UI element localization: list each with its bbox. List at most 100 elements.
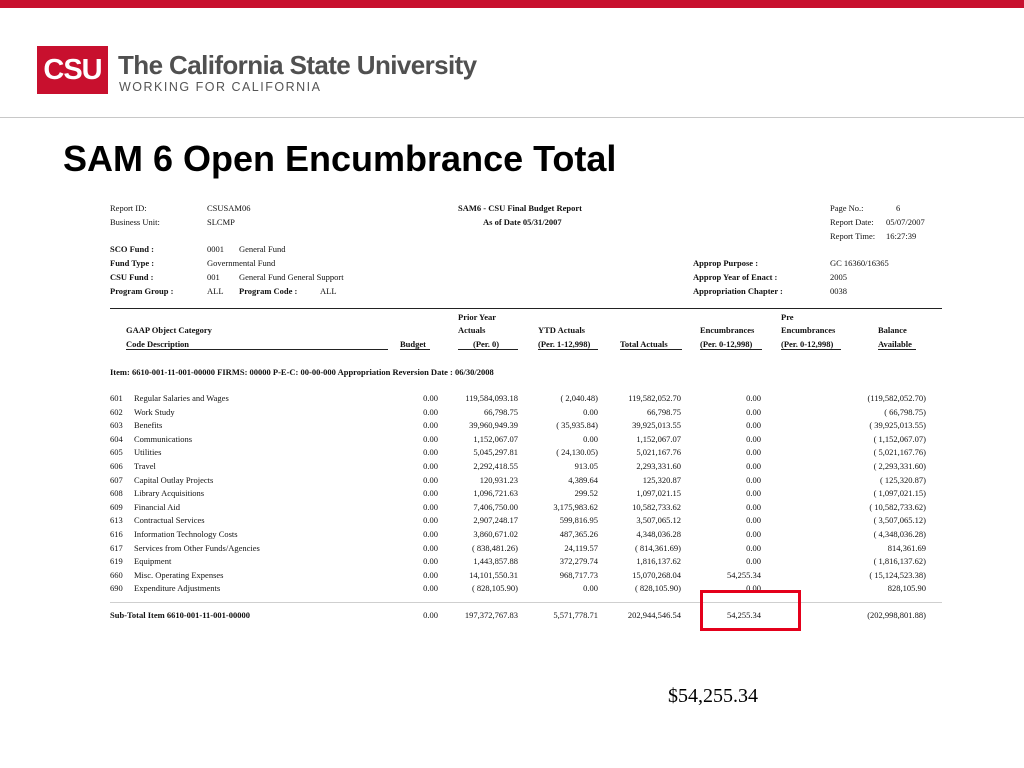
row-prior-year: 1,152,067.07 (473, 434, 518, 444)
row-encumbrances: 0.00 (746, 543, 761, 553)
business-unit-value: SLCMP (207, 217, 235, 227)
row-ytd-actuals: 487,365.26 (559, 529, 598, 539)
row-budget: 0.00 (423, 502, 438, 512)
row-encumbrances: 0.00 (746, 407, 761, 417)
subtotal-label: Sub-Total Item 6610-001-11-001-00000 (110, 610, 250, 620)
column-header-top-rule (110, 308, 942, 309)
row-code: 601 (110, 393, 123, 403)
row-encumbrances: 0.00 (746, 515, 761, 525)
university-name: The California State University (118, 50, 477, 80)
header-underline (620, 349, 682, 350)
row-prior-year: ( 838,481.26) (471, 543, 518, 553)
row-ytd-actuals: 299.52 (574, 488, 598, 498)
row-description: Expenditure Adjustments (134, 583, 221, 593)
row-code: 606 (110, 461, 123, 471)
col-available: Available (878, 339, 912, 349)
row-budget: 0.00 (423, 447, 438, 457)
row-prior-year: 5,045,297.81 (473, 447, 518, 457)
row-prior-year: 120,931.23 (479, 475, 518, 485)
row-total-actuals: 15,070,268.04 (632, 570, 681, 580)
row-encumbrances: 0.00 (746, 420, 761, 430)
row-total-actuals: 39,925,013.55 (632, 420, 681, 430)
row-encumbrances: 0.00 (746, 447, 761, 457)
fund-type-label: Fund Type : (110, 258, 155, 268)
row-balance: ( 66,798.75) (884, 407, 926, 417)
row-balance: ( 5,021,167.76) (873, 447, 926, 457)
row-encumbrances: 0.00 (746, 488, 761, 498)
row-total-actuals: 4,348,036.28 (636, 529, 681, 539)
row-budget: 0.00 (423, 407, 438, 417)
row-prior-year: 66,798.75 (484, 407, 518, 417)
col-pre-encumbrances: Encumbrances (781, 325, 836, 335)
row-description: Utilities (134, 447, 162, 457)
subtotal-prior-year: 197,372,767.83 (464, 610, 518, 620)
row-description: Work Study (134, 407, 175, 417)
row-encumbrances: 0.00 (746, 434, 761, 444)
item-line: Item: 6610-001-11-001-00000 FIRMS: 00000… (110, 367, 494, 377)
subtotal-encumbrances: 54,255.34 (727, 610, 761, 620)
row-balance: ( 1,152,067.07) (873, 434, 926, 444)
row-description: Services from Other Funds/Agencies (134, 543, 260, 553)
row-budget: 0.00 (423, 475, 438, 485)
row-code: 619 (110, 556, 123, 566)
program-group-label: Program Group : (110, 286, 174, 296)
row-encumbrances: 0.00 (746, 502, 761, 512)
row-encumbrances: 54,255.34 (727, 570, 761, 580)
row-code: 608 (110, 488, 123, 498)
row-balance: ( 2,293,331.60) (873, 461, 926, 471)
report-time-value: 16:27:39 (886, 231, 917, 241)
row-balance: ( 10,582,733.62) (869, 502, 926, 512)
sco-fund-desc: General Fund (239, 244, 286, 254)
page-number-label: Page No.: (830, 203, 864, 213)
col-per-0: (Per. 0) (473, 339, 500, 349)
row-description: Travel (134, 461, 156, 471)
row-ytd-actuals: 913.05 (574, 461, 598, 471)
approp-year-label: Approp Year of Enact : (693, 272, 778, 282)
row-prior-year: 3,860,671.02 (473, 529, 518, 539)
row-encumbrances: 0.00 (746, 556, 761, 566)
subtotal-rule (110, 602, 942, 603)
row-budget: 0.00 (423, 434, 438, 444)
row-description: Benefits (134, 420, 163, 430)
row-description: Capital Outlay Projects (134, 475, 214, 485)
row-total-actuals: 125,320.87 (642, 475, 681, 485)
row-code: 613 (110, 515, 123, 525)
report-date-value: 05/07/2007 (886, 217, 925, 227)
row-encumbrances: 0.00 (746, 461, 761, 471)
approp-chapter-label: Appropriation Chapter : (693, 286, 783, 296)
row-ytd-actuals: 4,389.64 (568, 475, 598, 485)
business-unit-label: Business Unit: (110, 217, 160, 227)
page-number-value: 6 (896, 203, 901, 213)
row-total-actuals: 2,293,331.60 (636, 461, 681, 471)
row-budget: 0.00 (423, 543, 438, 553)
row-code: 607 (110, 475, 123, 485)
row-prior-year: 1,443,857.88 (473, 556, 518, 566)
col-pre: Pre (781, 312, 794, 322)
row-budget: 0.00 (423, 515, 438, 525)
row-code: 603 (110, 420, 123, 430)
encumbrance-highlight-box (700, 590, 801, 631)
col-code-description: Code Description (126, 339, 190, 349)
row-budget: 0.00 (423, 393, 438, 403)
row-total-actuals: 119,582,052.70 (628, 393, 681, 403)
encumbrance-total-callout: $54,255.34 (668, 685, 758, 707)
row-encumbrances: 0.00 (746, 583, 761, 593)
row-balance: ( 39,925,013.55) (869, 420, 926, 430)
row-balance: ( 3,507,065.12) (873, 515, 926, 525)
row-balance: 814,361.69 (887, 543, 926, 553)
approp-purpose-value: GC 16360/16365 (830, 258, 889, 268)
col-prior-year: Prior Year (458, 312, 496, 322)
col-ytd-actuals: YTD Actuals (538, 325, 585, 335)
row-prior-year: ( 828,105.90) (471, 583, 518, 593)
report-title: SAM6 - CSU Final Budget Report (458, 203, 582, 213)
row-encumbrances: 0.00 (746, 529, 761, 539)
col-total-actuals: Total Actuals (620, 339, 668, 349)
row-prior-year: 14,101,550.31 (469, 570, 518, 580)
col-budget: Budget (400, 339, 426, 349)
approp-year-value: 2005 (830, 272, 847, 282)
row-balance: ( 4,348,036.28) (873, 529, 926, 539)
row-ytd-actuals: 968,717.73 (559, 570, 598, 580)
report-as-of-date: As of Date 05/31/2007 (483, 217, 562, 227)
row-description: Library Acquisitions (134, 488, 205, 498)
header-underline (126, 349, 388, 350)
